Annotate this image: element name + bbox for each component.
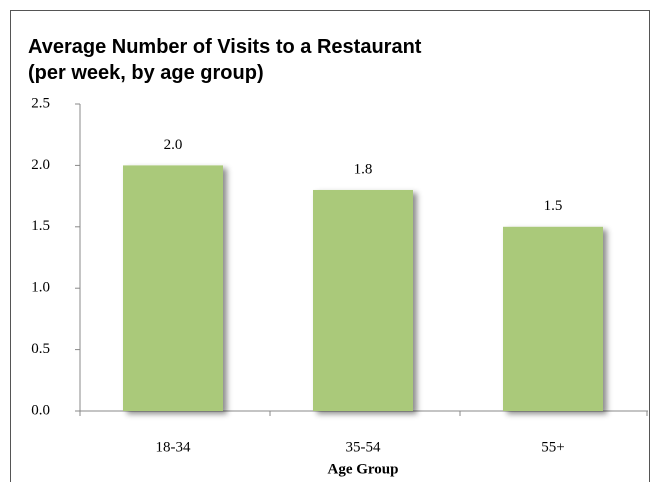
y-tick-label: 2.0 xyxy=(31,157,50,173)
x-tick-label: 18-34 xyxy=(156,439,191,455)
chart-title: Average Number of Visits to a Restaurant xyxy=(28,36,422,58)
data-label: 1.5 xyxy=(544,198,563,214)
y-tick-label: 0.0 xyxy=(31,402,50,418)
x-axis-label: Age Group xyxy=(328,461,399,477)
data-label: 2.0 xyxy=(164,137,183,153)
bar xyxy=(503,226,603,411)
x-tick-label: 55+ xyxy=(541,439,564,455)
y-tick-label: 1.0 xyxy=(31,280,50,296)
y-tick-label: 2.5 xyxy=(31,95,50,111)
data-label: 1.8 xyxy=(354,161,373,177)
chart-subtitle: (per week, by age group) xyxy=(28,62,264,84)
bar xyxy=(313,189,413,411)
y-tick-label: 0.5 xyxy=(31,341,50,357)
bar xyxy=(123,165,223,411)
y-tick-label: 1.5 xyxy=(31,218,50,234)
x-tick-label: 35-54 xyxy=(346,439,381,455)
